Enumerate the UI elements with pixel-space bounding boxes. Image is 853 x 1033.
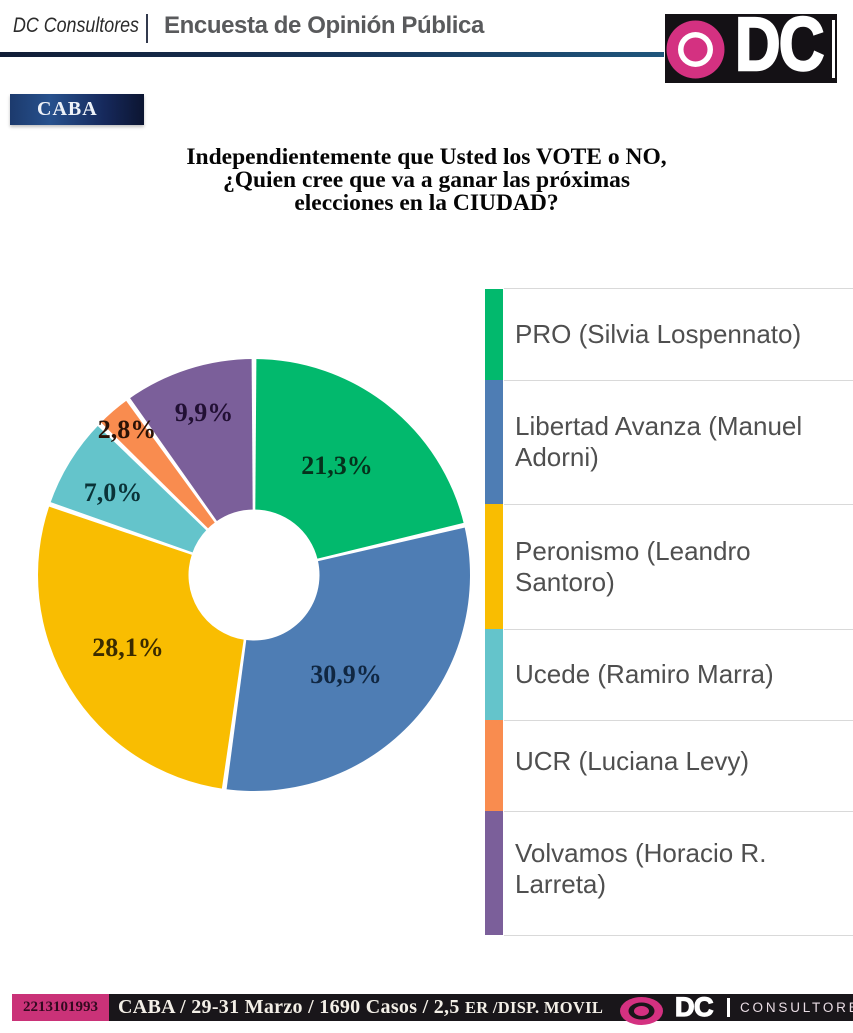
svg-text:21,3%: 21,3%	[301, 451, 373, 480]
svg-text:2,8%: 2,8%	[98, 415, 157, 444]
svg-text:9,9%: 9,9%	[175, 398, 234, 427]
svg-text:7,0%: 7,0%	[84, 478, 143, 507]
svg-text:30,9%: 30,9%	[310, 660, 382, 689]
svg-text:28,1%: 28,1%	[92, 633, 164, 662]
